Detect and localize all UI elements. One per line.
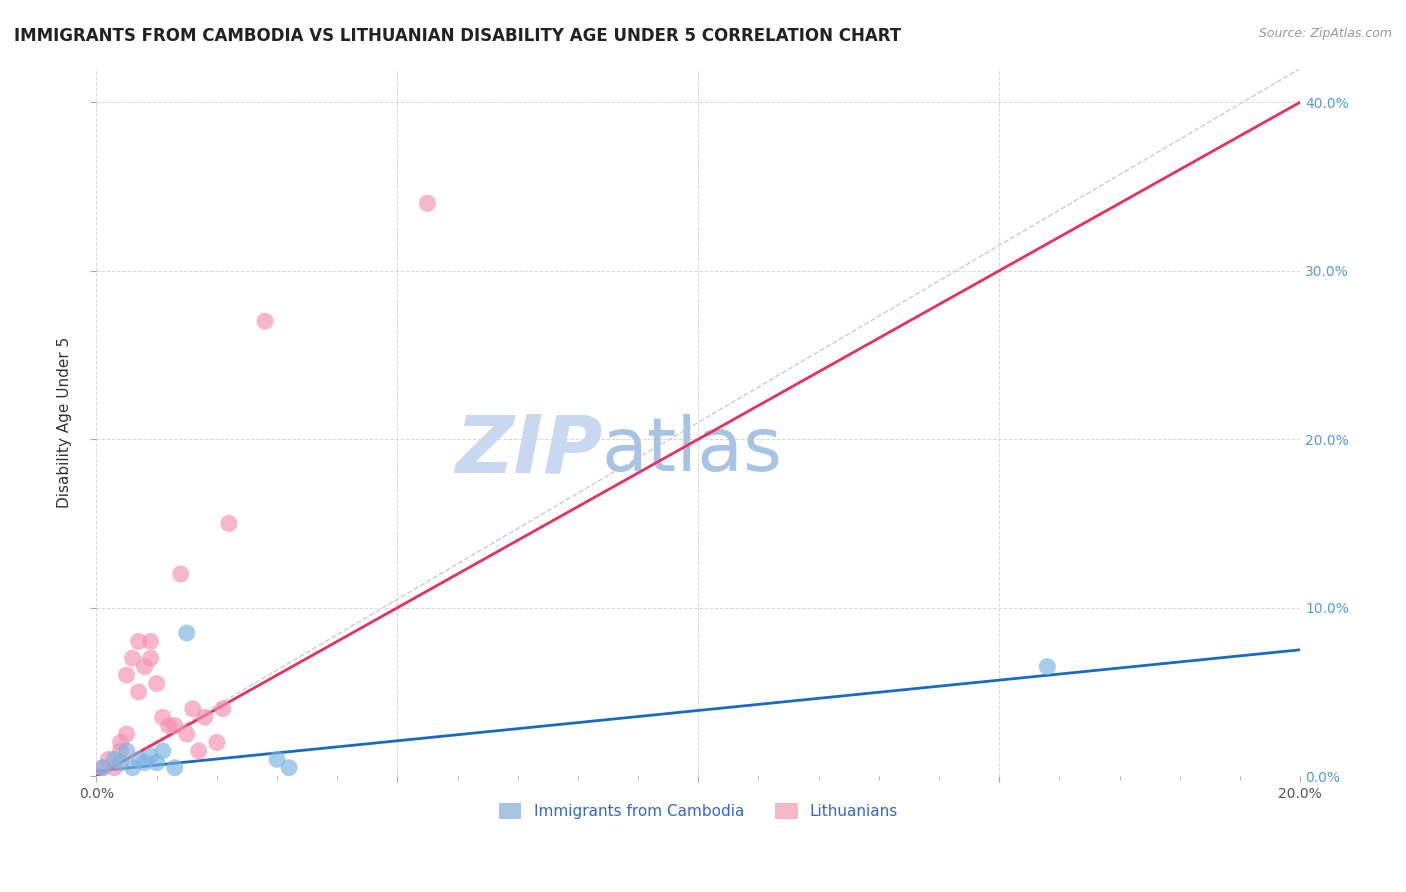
Point xyxy=(176,727,198,741)
Point xyxy=(194,710,217,724)
Point xyxy=(187,744,209,758)
Point xyxy=(121,761,143,775)
Point xyxy=(110,744,132,758)
Point xyxy=(1036,659,1059,673)
Point xyxy=(152,710,174,724)
Point xyxy=(163,718,186,732)
Point xyxy=(253,314,276,328)
Point xyxy=(139,748,162,763)
Point xyxy=(139,651,162,665)
Legend: Immigrants from Cambodia, Lithuanians: Immigrants from Cambodia, Lithuanians xyxy=(492,797,904,825)
Point xyxy=(115,727,138,741)
Point xyxy=(121,651,143,665)
Point xyxy=(145,756,167,770)
Text: IMMIGRANTS FROM CAMBODIA VS LITHUANIAN DISABILITY AGE UNDER 5 CORRELATION CHART: IMMIGRANTS FROM CAMBODIA VS LITHUANIAN D… xyxy=(14,27,901,45)
Point xyxy=(157,718,180,732)
Point xyxy=(134,756,156,770)
Point xyxy=(278,761,301,775)
Point xyxy=(128,634,150,648)
Point xyxy=(91,761,114,775)
Point xyxy=(266,752,288,766)
Text: atlas: atlas xyxy=(602,414,783,487)
Point xyxy=(163,761,186,775)
Point xyxy=(212,702,235,716)
Point xyxy=(181,702,204,716)
Point xyxy=(103,761,125,775)
Point xyxy=(170,566,193,581)
Point xyxy=(97,752,120,766)
Text: ZIP: ZIP xyxy=(454,411,602,490)
Point xyxy=(103,752,125,766)
Point xyxy=(176,626,198,640)
Point xyxy=(134,659,156,673)
Point xyxy=(128,685,150,699)
Point xyxy=(91,761,114,775)
Point xyxy=(128,752,150,766)
Point xyxy=(152,744,174,758)
Point xyxy=(110,756,132,770)
Y-axis label: Disability Age Under 5: Disability Age Under 5 xyxy=(58,336,72,508)
Point xyxy=(115,744,138,758)
Point xyxy=(205,735,228,749)
Point xyxy=(110,735,132,749)
Point xyxy=(115,668,138,682)
Point xyxy=(416,196,439,211)
Point xyxy=(145,676,167,690)
Text: Source: ZipAtlas.com: Source: ZipAtlas.com xyxy=(1258,27,1392,40)
Point xyxy=(139,634,162,648)
Point xyxy=(218,516,240,531)
